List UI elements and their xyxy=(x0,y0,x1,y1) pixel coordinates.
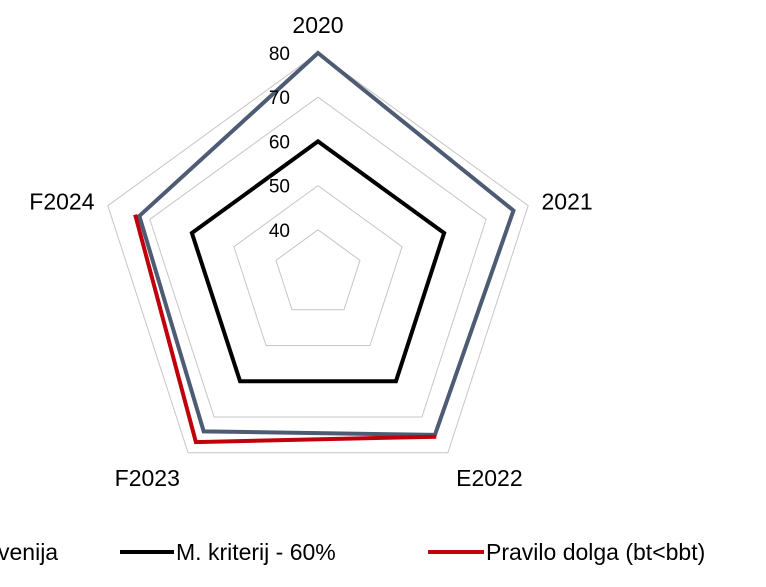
radar-grid xyxy=(108,53,528,453)
category-labels: 2020 2021 E2022 F2023 F2024 xyxy=(29,12,592,491)
grid-ring-50 xyxy=(234,186,402,346)
legend: venija M. kriterij - 60% Pravilo dolga (bt… xyxy=(0,539,705,565)
category-label-3: F2023 xyxy=(115,465,180,491)
category-label-0: 2020 xyxy=(292,12,343,38)
tick-label-60: 60 xyxy=(269,132,290,153)
legend-label-2: Pravilo dolga (bt<bbt) xyxy=(486,539,705,565)
tick-label-50: 50 xyxy=(269,177,290,198)
tick-label-70: 70 xyxy=(269,88,290,109)
legend-label-1: M. kriterij - 60% xyxy=(176,539,336,565)
series-line-2 xyxy=(135,215,436,442)
grid-ring-80 xyxy=(108,53,528,453)
category-label-1: 2021 xyxy=(541,188,592,214)
tick-label-80: 80 xyxy=(269,44,290,65)
tick-label-40: 40 xyxy=(269,221,290,242)
radar-series xyxy=(135,53,513,442)
radial-tick-labels: 40 50 60 70 80 xyxy=(269,44,290,242)
category-label-2: E2022 xyxy=(456,465,523,491)
category-label-4: F2024 xyxy=(29,188,94,214)
legend-label-0: venija xyxy=(0,539,58,565)
